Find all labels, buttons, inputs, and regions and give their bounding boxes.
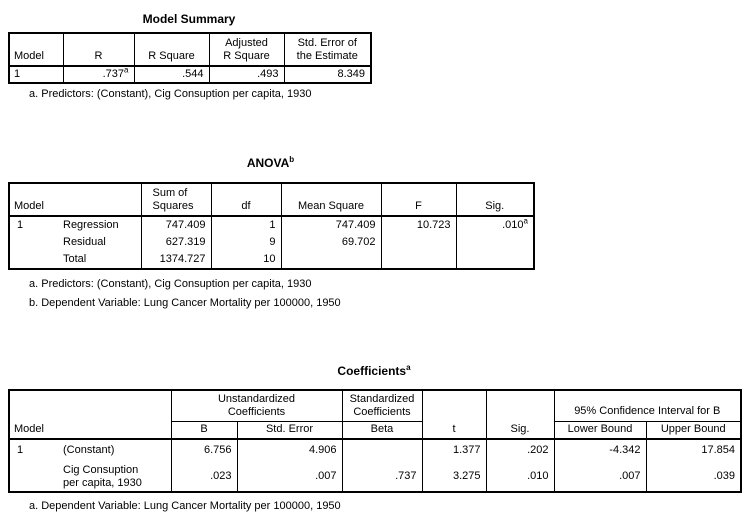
table-row: 1 .737a .544 .493 8.349 — [8, 66, 372, 83]
cell-adj-r-square-value: .493 — [208, 66, 285, 83]
anova-table: Model Sum of Squares df Mean Square F Si… — [8, 182, 535, 270]
cell-b: 6.756 — [170, 439, 238, 462]
cell-model-label: 1 Regression — [8, 216, 142, 234]
cell-df: 1 — [210, 216, 282, 234]
col-header-sig: Sig. — [485, 390, 555, 440]
cell-lower-bound: .007 — [553, 462, 647, 492]
cell-f: 10.723 — [380, 216, 457, 234]
model-summary-title: Model Summary — [8, 12, 370, 26]
col-header-std-error: Std. Error — [236, 421, 343, 440]
col-header-model: Model — [8, 183, 142, 217]
col-header-model: Model — [8, 33, 64, 67]
col-header-sum-of-squares: Sum of Squares — [140, 183, 212, 217]
row-label: Cig Consuption per capita, 1930 — [63, 463, 142, 489]
sig-value-sup: a — [523, 216, 528, 226]
col-header-r-square: R Square — [133, 33, 210, 67]
cell-beta — [341, 439, 423, 462]
anova-footnote-b: b. Dependent Variable: Lung Cancer Morta… — [29, 297, 341, 309]
cell-sig: .010 — [485, 462, 555, 492]
row-label: Total — [63, 253, 87, 266]
cell-model-label: 1 (Constant) — [8, 439, 172, 462]
cell-sig: .010a — [455, 216, 535, 234]
col-header-lower-bound: Lower Bound — [553, 421, 647, 440]
cell-model-number: 1 — [8, 66, 64, 83]
cell-sig — [455, 252, 535, 269]
coefficients-title: Coefficientsa — [8, 363, 740, 379]
table-row: Cig Consuption per capita, 1930 .023 .00… — [8, 462, 742, 492]
model-number: 1 — [17, 218, 24, 231]
cell-sum-of-squares: 627.319 — [140, 234, 212, 252]
cell-model-label: Total — [8, 252, 142, 269]
cell-model-label: Residual — [8, 234, 142, 252]
cell-f — [380, 252, 457, 269]
model-summary-title-text: Model Summary — [142, 12, 236, 26]
col-header-sig: Sig. — [455, 183, 535, 217]
col-header-mean-square: Mean Square — [280, 183, 382, 217]
cell-df: 9 — [210, 234, 282, 252]
col-header-r: R — [62, 33, 135, 67]
cell-sig: .202 — [485, 439, 555, 462]
table-row: Total 1374.727 10 — [8, 252, 535, 269]
cell-b: .023 — [170, 462, 238, 492]
cell-f — [380, 234, 457, 252]
cell-t: 3.275 — [421, 462, 487, 492]
r-value-sup: a — [124, 66, 129, 75]
coefficients-title-text: Coefficients — [337, 364, 407, 378]
sig-value: .010 — [502, 218, 524, 231]
col-header-df: df — [210, 183, 282, 217]
cell-std-error-value: 8.349 — [283, 66, 372, 83]
cell-r-value: .737a — [62, 66, 135, 83]
col-header-t: t — [421, 390, 487, 440]
cell-beta: .737 — [341, 462, 423, 492]
anova-title-text: ANOVA — [246, 156, 290, 170]
cell-sum-of-squares: 1374.727 — [140, 252, 212, 269]
table-row: Residual 627.319 9 69.702 — [8, 234, 535, 252]
cell-sig — [455, 234, 535, 252]
anova-title: ANOVAb — [8, 155, 533, 171]
model-summary-footnote-a: a. Predictors: (Constant), Cig Consuptio… — [29, 88, 312, 100]
cell-upper-bound: 17.854 — [645, 439, 742, 462]
cell-sum-of-squares: 747.409 — [140, 216, 212, 234]
cell-model-label: Cig Consuption per capita, 1930 — [8, 462, 172, 492]
table-row: 1 (Constant) 6.756 4.906 1.377 .202 -4.34… — [8, 439, 742, 462]
col-header-b: B — [170, 421, 238, 440]
cell-mean-square: 69.702 — [280, 234, 382, 252]
cell-r-square-value: .544 — [133, 66, 210, 83]
cell-upper-bound: .039 — [645, 462, 742, 492]
col-header-f: F — [380, 183, 457, 217]
row-label: (Constant) — [63, 444, 115, 457]
cell-lower-bound: -4.342 — [553, 439, 647, 462]
cell-t: 1.377 — [421, 439, 487, 462]
col-header-std-error: Std. Error of the Estimate — [283, 33, 372, 67]
cell-std-error: .007 — [236, 462, 343, 492]
col-header-beta: Beta — [341, 421, 423, 440]
model-summary-table: Model R R Square Adjusted R Square Std. … — [8, 32, 372, 84]
col-header-adj-r-square: Adjusted R Square — [208, 33, 285, 67]
r-value: .737 — [102, 67, 125, 80]
col-header-upper-bound: Upper Bound — [645, 421, 742, 440]
model-number: 1 — [17, 444, 24, 457]
cell-mean-square: 747.409 — [280, 216, 382, 234]
coefficients-footnote-a: a. Dependent Variable: Lung Cancer Morta… — [29, 500, 341, 512]
coefficients-table: Model Unstandardized Coefficients Standa… — [8, 389, 743, 493]
anova-title-sup: b — [289, 155, 295, 164]
cell-std-error: 4.906 — [236, 439, 343, 462]
group-header-confidence-interval: 95% Confidence Interval for B — [553, 390, 742, 422]
row-label: Regression — [63, 218, 119, 231]
coefficients-title-sup: a — [406, 363, 411, 372]
row-label: Residual — [63, 236, 106, 249]
cell-df: 10 — [210, 252, 282, 269]
group-header-standardized: Standardized Coefficients — [341, 390, 423, 422]
anova-footnote-a: a. Predictors: (Constant), Cig Consuptio… — [29, 278, 312, 290]
cell-mean-square — [280, 252, 382, 269]
table-row: 1 Regression 747.409 1 747.409 10.723 .01… — [8, 216, 535, 234]
col-header-model: Model — [8, 390, 172, 440]
group-header-unstandardized: Unstandardized Coefficients — [170, 390, 343, 422]
